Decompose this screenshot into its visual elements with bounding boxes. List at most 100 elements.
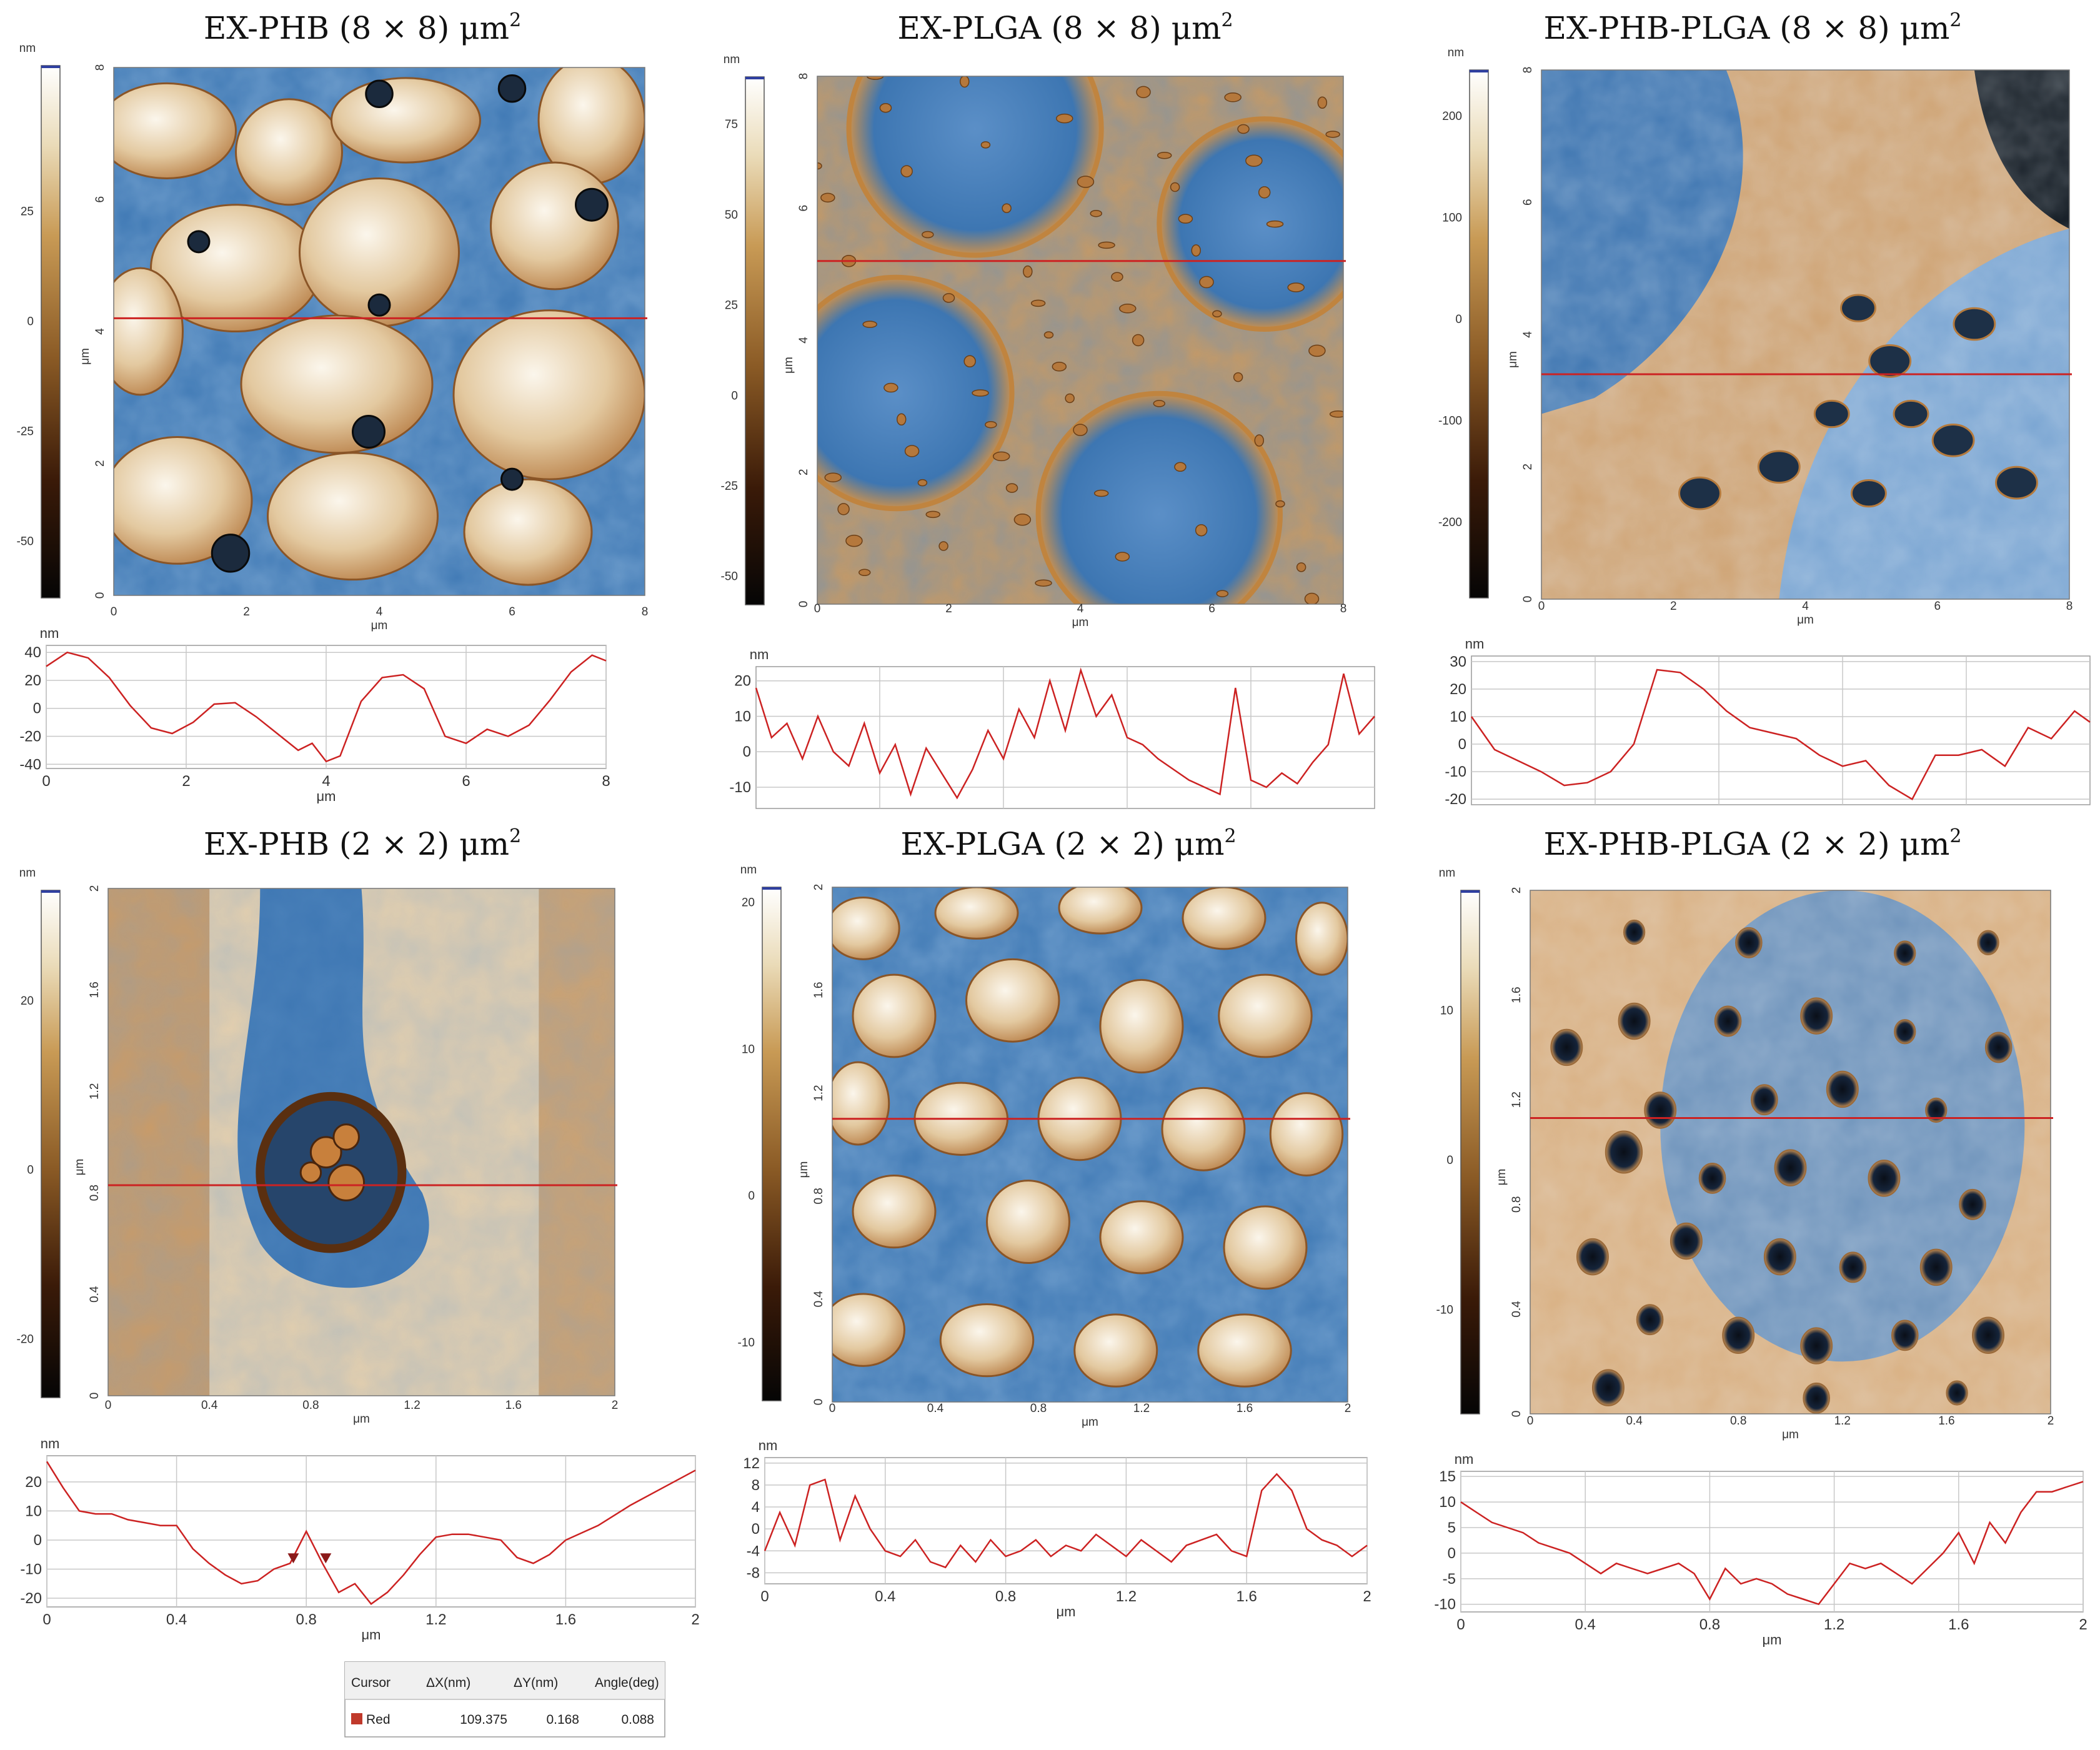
image-y-tick: 1.2 [812, 1085, 825, 1101]
topography-grain [1153, 400, 1166, 407]
image-x-tick: 2 [612, 1399, 619, 1412]
topography-pit [497, 74, 527, 103]
profile-x-tick: 6 [462, 773, 470, 790]
image-y-unit: μm [79, 348, 92, 365]
topography-peak [1218, 973, 1313, 1058]
particle [332, 1123, 360, 1151]
image-x-unit: μm [1082, 1416, 1098, 1429]
profile-y-unit: nm [40, 625, 59, 641]
profile-y-unit: nm [1465, 636, 1485, 652]
afm-height-image [113, 67, 645, 596]
profile-y-tick: 0 [752, 1521, 760, 1538]
profile-y-tick: -5 [1443, 1571, 1456, 1588]
profile-y-tick: -10 [20, 1561, 42, 1578]
topography-peak [832, 1293, 905, 1367]
profile-line [1470, 669, 2091, 800]
topography-peak [939, 1303, 1035, 1378]
image-x-tick: 0.4 [1626, 1414, 1643, 1428]
topography-pit [1763, 1238, 1796, 1276]
image-y-tick: 1.6 [1510, 987, 1523, 1003]
topography-peak [331, 77, 481, 164]
panel-title: EX-PHB (2 × 2) μm2 [204, 825, 521, 862]
profile-line [764, 1473, 1368, 1569]
topography-grain [1052, 362, 1067, 372]
panel-title: EX-PLGA (2 × 2) μm2 [900, 825, 1236, 862]
topography-grain [1093, 489, 1109, 497]
profile-y-tick: 0 [34, 1532, 42, 1549]
image-y-tick: 2 [88, 885, 101, 892]
profile-x-tick: 0.8 [995, 1588, 1016, 1605]
color-scale-tick: 0 [731, 389, 738, 402]
topography-grain [985, 420, 997, 429]
cursor-table-header-cell: Angle(deg) [595, 1676, 659, 1690]
topography-peak [452, 309, 645, 480]
topography-grain [1115, 552, 1130, 562]
image-x-tick: 0.4 [927, 1402, 944, 1415]
topography-grain [1212, 310, 1222, 317]
color-scale-unit: nm [1448, 46, 1464, 59]
profile-y-tick: -10 [1445, 763, 1466, 780]
panel-title-text: EX-PLGA (8 × 8) μm [897, 10, 1221, 46]
profile-x-tick: 0.8 [1699, 1616, 1720, 1633]
topography-pit [1636, 1304, 1664, 1336]
topography-grain [1287, 282, 1305, 292]
topography-grain [1077, 176, 1095, 188]
topography-grain [900, 165, 913, 177]
color-scale-tick: 10 [742, 1043, 755, 1056]
image-x-tick: 0.4 [201, 1399, 218, 1412]
profile-plot-area [46, 1455, 696, 1608]
image-frame [1530, 890, 2051, 1414]
image-x-tick: 0.8 [1030, 1402, 1047, 1415]
topography-pit [1800, 997, 1833, 1035]
topography-grain [938, 541, 948, 551]
image-x-tick: 4 [1802, 600, 1809, 613]
image-y-tick: 0 [1510, 1411, 1523, 1418]
profile-x-tick: 1.2 [1824, 1616, 1844, 1633]
image-x-tick: 1.2 [1133, 1402, 1150, 1415]
profile-x-tick: 0 [1456, 1616, 1465, 1633]
topography-pit [1714, 1005, 1742, 1037]
topography-grain [1005, 483, 1018, 493]
profile-x-tick: 1.2 [425, 1611, 446, 1628]
topography-grain [1023, 265, 1033, 278]
image-x-tick: 0.8 [302, 1399, 319, 1412]
topography-grain [992, 451, 1010, 462]
profile-y-tick: -8 [747, 1564, 760, 1581]
profile-line [755, 667, 1375, 800]
image-y-tick: 4 [797, 337, 810, 344]
topography-pit [1972, 1316, 2005, 1355]
color-scale-tick: -25 [721, 480, 738, 493]
topography-grain [1199, 276, 1214, 289]
topography-pit [1893, 399, 1929, 429]
afm-panel-phbplga-8: EX-PHB-PLGA (8 × 8) μm2nm2001000-100-200… [1438, 9, 2091, 808]
profile-x-unit: μm [1056, 1604, 1075, 1619]
topography-pit [1894, 1019, 1916, 1045]
polymer-domain [1035, 390, 1283, 604]
image-y-unit: μm [1506, 351, 1520, 368]
profile-x-tick: 2 [1363, 1588, 1371, 1605]
topography-peak [934, 887, 1019, 940]
profile-cursor-marker [320, 1553, 332, 1564]
topography-pit [1826, 1070, 1859, 1108]
topography-pit [1591, 1369, 1625, 1406]
topography-grain [980, 141, 991, 149]
color-scale-bar [41, 890, 61, 1398]
topography-pit [1868, 1160, 1901, 1197]
profile-x-unit: μm [361, 1627, 381, 1643]
cursor-angle: 0.088 [621, 1713, 654, 1727]
profile-y-tick: 0 [1458, 736, 1466, 753]
image-y-tick: 0 [812, 1399, 825, 1406]
topography-pit [1839, 1251, 1867, 1283]
topography-pit [1623, 919, 1646, 945]
topography-grain [858, 569, 871, 577]
polymer-domain [1157, 116, 1343, 332]
image-y-tick: 0 [94, 592, 107, 599]
image-x-tick: 2 [2048, 1414, 2054, 1428]
topography-grain [922, 231, 934, 239]
profile-x-tick: 0.4 [166, 1611, 187, 1628]
topography-peak [986, 1180, 1070, 1265]
topography-grain [960, 76, 970, 88]
image-x-tick: 2 [1670, 600, 1677, 613]
image-x-tick: 0.8 [1730, 1414, 1746, 1428]
